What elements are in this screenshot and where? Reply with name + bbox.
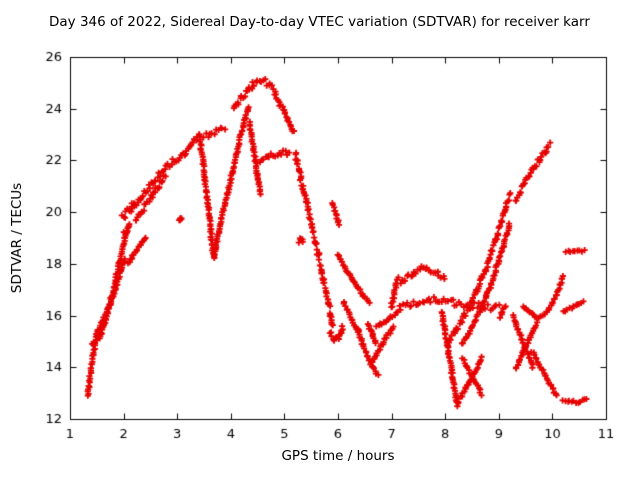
chart-title: Day 346 of 2022, Sidereal Day-to-day VTE… xyxy=(49,14,590,30)
y-axis-label: SDTVAR / TECUs xyxy=(9,182,25,294)
x-axis-label: GPS time / hours xyxy=(281,448,395,464)
